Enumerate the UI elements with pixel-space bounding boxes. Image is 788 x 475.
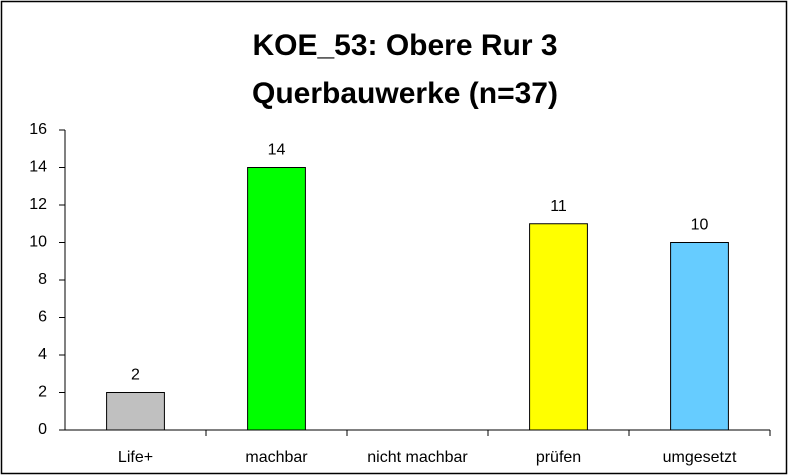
chart-title: KOE_53: Obere Rur 3: [252, 29, 557, 62]
y-tick-label: 14: [29, 159, 47, 176]
data-label: 11: [550, 198, 567, 215]
data-label: 14: [268, 142, 286, 159]
x-tick-label: prüfen: [536, 449, 581, 466]
x-tick-label: nicht machbar: [367, 449, 468, 466]
y-tick-label: 6: [38, 309, 47, 326]
y-tick-label: 0: [38, 421, 47, 438]
y-tick-label: 2: [38, 384, 47, 401]
x-tick-label: umgesetzt: [663, 449, 737, 466]
y-tick-label: 10: [29, 234, 47, 251]
y-tick-label: 12: [29, 196, 47, 213]
x-tick-label: Life+: [118, 449, 153, 466]
data-label: 10: [691, 217, 709, 234]
x-tick-label: machbar: [245, 449, 308, 466]
bar: [529, 223, 588, 431]
y-tick-label: 4: [38, 346, 47, 363]
bar: [106, 392, 165, 431]
data-label: 2: [131, 367, 140, 384]
y-tick-label: 16: [29, 121, 47, 138]
bar: [247, 167, 306, 431]
bar: [670, 242, 729, 431]
y-tick-label: 8: [38, 271, 47, 288]
chart-title: Querbauwerke (n=37): [252, 77, 558, 110]
